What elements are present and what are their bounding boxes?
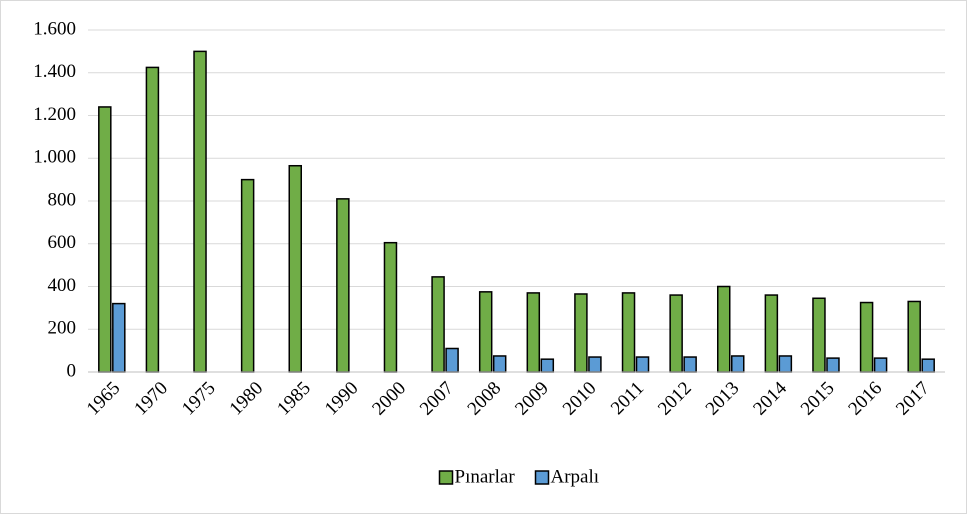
bar	[336, 198, 350, 373]
y-tick-label: 1.600	[33, 18, 76, 39]
bar	[445, 347, 459, 373]
y-tick-label: 200	[48, 318, 77, 339]
bar	[764, 294, 779, 373]
bar	[731, 355, 745, 373]
y-tick-label: 1.000	[33, 147, 76, 168]
y-tick-label: 1.200	[33, 104, 76, 125]
bar	[921, 358, 935, 373]
bar	[859, 301, 874, 373]
bar	[540, 358, 555, 373]
y-tick-label: 800	[48, 189, 77, 210]
bar	[635, 356, 650, 373]
bar	[431, 276, 445, 373]
bar	[98, 106, 112, 373]
bar	[112, 302, 126, 373]
bar	[288, 164, 302, 373]
bar	[574, 293, 588, 373]
legend-label: Arpalı	[551, 466, 600, 487]
bar	[826, 357, 840, 373]
bar	[526, 292, 541, 373]
bar	[683, 356, 697, 373]
legend-label: Pınarlar	[455, 466, 516, 487]
y-tick-label: 0	[67, 360, 77, 381]
bar	[145, 66, 160, 373]
bar	[907, 300, 921, 373]
bar	[621, 292, 636, 373]
bar	[383, 241, 398, 373]
bar	[240, 178, 255, 373]
bar	[588, 356, 602, 373]
bar	[812, 297, 826, 373]
bar	[492, 355, 507, 373]
legend-swatch	[534, 470, 550, 485]
bar	[193, 50, 207, 373]
bar	[478, 291, 493, 373]
bar	[873, 357, 888, 373]
legend-swatch	[438, 470, 454, 485]
bar	[717, 285, 731, 373]
bar	[778, 355, 793, 373]
y-tick-label: 400	[48, 275, 77, 296]
y-tick-label: 1.400	[33, 61, 76, 82]
y-tick-label: 600	[48, 232, 77, 253]
bar	[669, 294, 683, 373]
